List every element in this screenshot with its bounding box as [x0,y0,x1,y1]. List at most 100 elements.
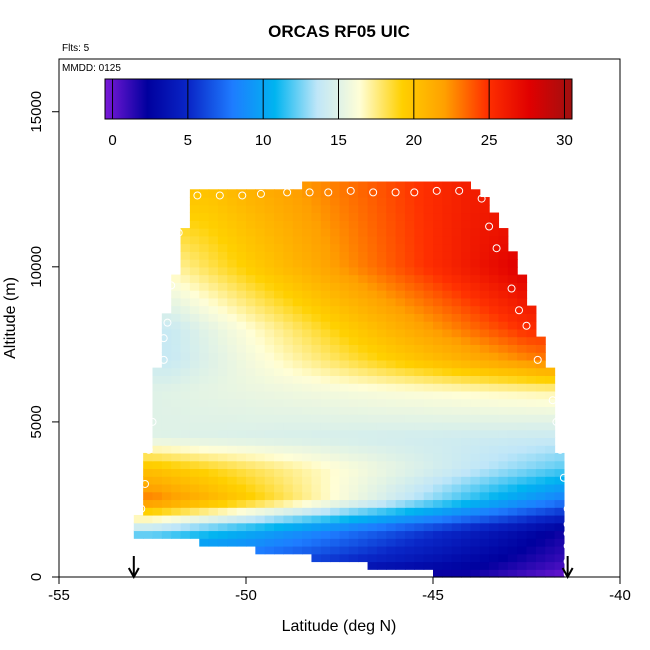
heatmap-cell [395,514,406,524]
heatmap-cell [358,406,369,415]
heatmap-cell [283,359,294,369]
heatmap-cell [451,274,462,283]
heatmap-cell [311,266,322,276]
x-tick-label: -50 [235,587,257,604]
heatmap-cell [367,282,378,291]
heatmap-cell [433,406,443,415]
heatmap-cell [339,189,350,198]
heatmap-cell [358,220,369,229]
flight-point [552,417,561,426]
heatmap-cell [199,398,210,407]
heatmap-cell [414,367,425,376]
heatmap-cell [311,282,322,291]
heatmap-cell [489,561,500,570]
heatmap-cell [274,290,284,299]
heatmap-cell [311,313,322,322]
heatmap-cell [451,344,462,353]
heatmap-cell [208,483,219,493]
heatmap-cell [189,499,200,508]
heatmap-cell [498,445,509,454]
heatmap-cell [217,197,228,206]
heatmap-cell [414,421,425,431]
heatmap-cell [255,538,266,547]
heatmap-cell [386,352,397,361]
heatmap-cell [470,483,481,493]
heatmap-cell [255,212,266,221]
heatmap-cell [404,189,415,198]
heatmap-cell [330,507,341,516]
heatmap-cell [199,522,210,532]
heatmap-cell [358,251,369,260]
heatmap-cell [236,421,247,431]
heatmap-cell [423,220,434,229]
heatmap-cell [423,228,434,237]
flight-point [548,396,557,405]
heatmap-cell [358,375,369,384]
heatmap-cell [479,460,490,470]
heatmap-cell [189,290,200,299]
heatmap-cell [358,483,369,493]
heatmap-cell [189,243,200,252]
heatmap-cell [395,476,406,485]
heatmap-cell [143,514,154,524]
heatmap-cell [246,352,256,361]
heatmap-cell [386,414,397,423]
heatmap-cell [367,553,378,563]
heatmap-cell [217,437,228,446]
heatmap-cell [217,328,228,338]
heatmap-cell [255,429,266,439]
heatmap-cell [348,197,359,206]
heatmap-cell [199,282,210,291]
heatmap-cell [433,290,443,299]
heatmap-cell [386,290,397,299]
heatmap-cell [208,251,219,260]
heatmap-cell [526,383,537,392]
heatmap-cell [470,290,481,299]
heatmap-cell [283,290,294,299]
heatmap-cell [395,445,406,454]
heatmap-cell [526,445,537,454]
heatmap-cell [330,437,341,446]
heatmap-cell [489,421,500,431]
heatmap-cell [442,266,453,276]
heatmap-cell [386,367,397,376]
heatmap-cell [386,491,397,501]
heatmap-cell [376,282,387,291]
heatmap-cell [414,561,425,570]
heatmap-cell [311,328,322,338]
heatmap-cell [376,514,387,524]
heatmap-cell [404,297,415,307]
heatmap-cell [433,375,443,384]
heatmap-cell [414,398,425,407]
heatmap-cell [507,406,518,415]
heatmap-cell [535,545,546,555]
flight-point [563,529,572,538]
heatmap-cell [311,220,322,229]
heatmap-cell [442,181,453,190]
heatmap-cell [423,290,434,299]
heatmap-cell [414,204,425,214]
heatmap-cell [414,460,425,470]
heatmap-cell [367,259,378,268]
heatmap-cell [535,499,546,508]
heatmap-cell [489,290,500,299]
heatmap-cell [320,197,331,206]
heatmap-cell [386,476,397,485]
heatmap-cell [386,204,397,214]
heatmap-cell [311,290,322,299]
heatmap-cell [517,499,528,508]
heatmap-cell [264,507,275,516]
heatmap-cell [489,259,500,268]
heatmap-cell [498,290,509,299]
heatmap-cell [423,460,434,470]
heatmap-cell [507,452,518,462]
heatmap-cell [423,336,434,345]
heatmap-cell [227,414,238,423]
heatmap-cell [292,259,303,268]
heatmap-cell [470,243,481,252]
heatmap-cell [526,429,537,439]
heatmap-cell [208,367,219,376]
heatmap-cell [498,538,509,547]
heatmap-cell [189,344,200,353]
heatmap-cell [255,274,266,283]
